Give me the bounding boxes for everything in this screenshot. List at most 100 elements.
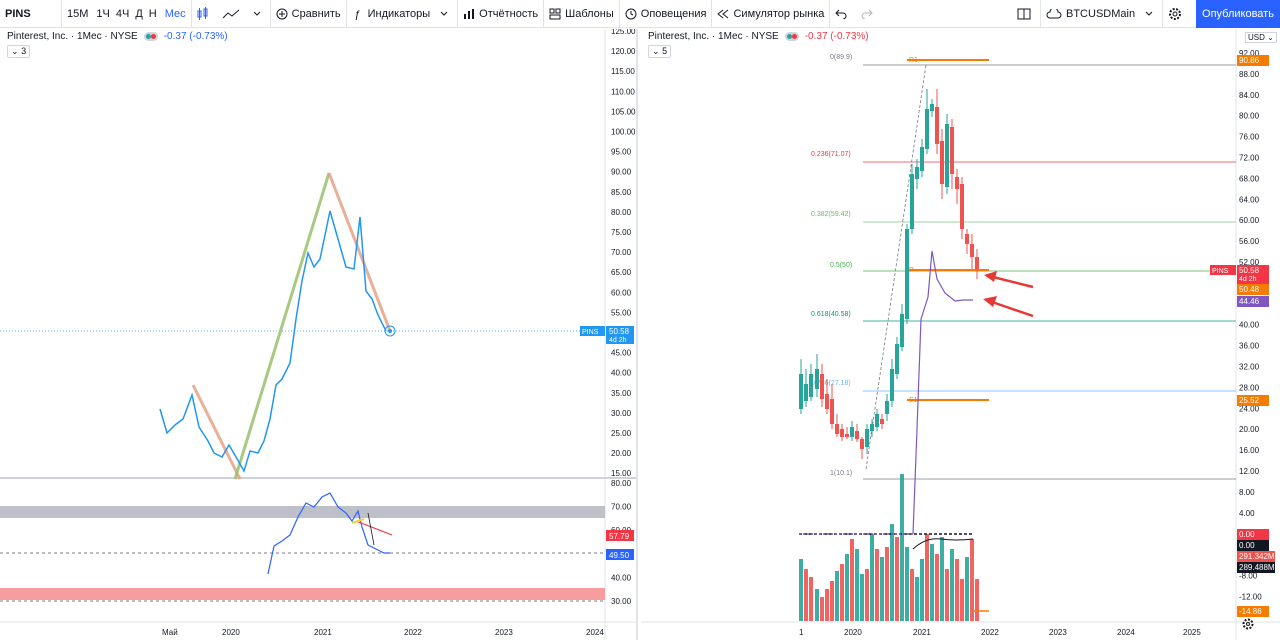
- volume-bar: [860, 574, 864, 621]
- time-tick-label: 2024: [586, 628, 604, 637]
- currency-selector[interactable]: USD ⌄: [1245, 32, 1277, 43]
- fib-label-0618: 0.618(40.58): [811, 311, 851, 318]
- indicator-count-badge[interactable]: ⌄ 5: [648, 45, 672, 58]
- price-tick-label: 90.00: [611, 168, 632, 177]
- fib-label-0: 0(89.9): [830, 54, 852, 61]
- volume-ma-label: [1237, 562, 1275, 573]
- compare-label: Сравнить: [291, 7, 341, 20]
- volume-bar: [910, 569, 914, 621]
- candle-body: [799, 374, 803, 409]
- price-tick-label: 100.00: [611, 128, 636, 137]
- candle-body: [955, 177, 959, 189]
- crosshair-marker[interactable]: [384, 325, 396, 337]
- chevron-down-icon: ⌄: [11, 46, 19, 56]
- currency-label: USD: [1248, 33, 1265, 42]
- candle-body: [855, 431, 859, 439]
- redo-icon[interactable]: [856, 0, 882, 28]
- oversold-band: [0, 588, 605, 600]
- price-tick-label: 76.00: [1239, 133, 1260, 142]
- chevron-down-icon[interactable]: [248, 0, 271, 28]
- ma-price-label: [1237, 296, 1269, 307]
- right-chart-svg[interactable]: 92.00 88.00 84.00 80.00 76.00 72.00 68.00 64.00…: [641, 29, 1280, 640]
- right-chart-panel[interactable]: 92.00 88.00 84.00 80.00 76.00 72.00 68.00 64.00…: [641, 29, 1280, 640]
- publish-button[interactable]: Опубликовать: [1196, 0, 1280, 28]
- fib-label-0236: 0.236(71.07): [811, 151, 851, 158]
- price-tick-label: 20.00: [1239, 425, 1260, 434]
- volume-bar: [865, 569, 869, 621]
- price-tick-label: 55.00: [611, 308, 632, 317]
- fib-label-0382: 0.382(59.42): [811, 211, 851, 218]
- trend-line[interactable]: [233, 172, 331, 480]
- interval-4h[interactable]: 4Ч: [115, 7, 130, 20]
- price-tick-label: 110.00: [611, 87, 635, 96]
- trend-line[interactable]: [327, 172, 392, 332]
- candle-body: [835, 424, 839, 434]
- reports-button[interactable]: Отчётность: [458, 0, 545, 28]
- osc-tick-label: 70.00: [611, 503, 632, 512]
- templates-button[interactable]: Шаблоны: [544, 0, 620, 28]
- candle-body: [804, 384, 808, 401]
- layout-icon[interactable]: [1012, 0, 1041, 28]
- volume-bar: [930, 544, 934, 621]
- svg-text:ƒ: ƒ: [354, 9, 360, 20]
- price-tick-label: 8.00: [1239, 488, 1255, 497]
- interval-15m[interactable]: 15M: [67, 7, 89, 20]
- price-tick-label: 72.00: [1239, 154, 1260, 163]
- osc-label-1-text: 57.79: [609, 532, 630, 541]
- candles-icon[interactable]: [192, 0, 218, 28]
- interval-w[interactable]: Н: [148, 7, 157, 20]
- candle-body: [875, 414, 879, 427]
- eye-icon[interactable]: [784, 32, 799, 41]
- indicators-button[interactable]: ƒ Индикаторы: [347, 0, 436, 28]
- candle-body: [945, 124, 949, 187]
- line-chart-icon[interactable]: [218, 0, 248, 28]
- osc-label-1: [606, 530, 634, 541]
- r1-price-label: [1237, 55, 1269, 66]
- symbol-search[interactable]: PINS: [0, 0, 62, 28]
- candle-body: [905, 229, 909, 319]
- interval-1h[interactable]: 1Ч: [96, 7, 110, 20]
- compare-button[interactable]: Сравнить: [271, 0, 347, 28]
- r1-price-value: 90.86: [1239, 56, 1260, 65]
- candle-body: [870, 424, 874, 431]
- volume-bar: [950, 549, 954, 621]
- candle-body: [970, 244, 974, 257]
- left-chart-panel[interactable]: 125.00 120.00 115.00 110.00 105.00 100.00 95.0…: [0, 29, 638, 640]
- fib-label-0786: 0.786(27.18): [811, 380, 851, 387]
- price-tick-label: 80.00: [611, 208, 632, 217]
- last-price-time: 4d 2h: [609, 337, 627, 344]
- price-tick-label: 16.00: [1239, 446, 1260, 455]
- undo-icon[interactable]: [830, 0, 856, 28]
- cloud-icon[interactable]: BTCUSDMain: [1041, 0, 1140, 28]
- chevron-down-icon[interactable]: [1140, 0, 1164, 28]
- price-tick-label: 56.00: [1239, 237, 1260, 246]
- price-tick-label: 95.00: [611, 148, 632, 157]
- chevron-down-icon[interactable]: [435, 0, 459, 28]
- left-legend[interactable]: Pinterest, Inc. · 1Мес · NYSE -0.37 (-0.…: [7, 31, 228, 42]
- gear-icon[interactable]: [1163, 0, 1191, 28]
- price-tick-label: 92.00: [1239, 49, 1260, 58]
- zero-label-text: 0.00: [1239, 530, 1255, 539]
- right-legend[interactable]: Pinterest, Inc. · 1Мес · NYSE -0.37 (-0.…: [648, 31, 869, 42]
- replay-button[interactable]: Симулятор рынка: [712, 0, 831, 28]
- gear-icon[interactable]: [1242, 618, 1254, 630]
- time-tick-label: 2024: [1117, 628, 1135, 637]
- time-tick-label: 2021: [314, 628, 332, 637]
- osc-trend-line[interactable]: [355, 520, 393, 536]
- eye-icon[interactable]: [143, 32, 158, 41]
- interval-d[interactable]: Д: [135, 7, 143, 20]
- arrow-annotation[interactable]: [984, 271, 1034, 289]
- last-price-time: 4d 2h: [1239, 276, 1257, 283]
- legend-title: Pinterest, Inc. · 1Мес · NYSE: [648, 31, 779, 42]
- time-tick-label: 2020: [222, 628, 240, 637]
- indicator-count-badge[interactable]: ⌄ 3: [7, 45, 31, 58]
- arrow-annotation[interactable]: [983, 296, 1034, 318]
- left-chart-svg[interactable]: 125.00 120.00 115.00 110.00 105.00 100.00 95.0…: [0, 29, 638, 640]
- time-tick-label: 2023: [1049, 628, 1067, 637]
- trend-line[interactable]: [191, 384, 242, 480]
- alerts-button[interactable]: Оповещения: [620, 0, 713, 28]
- interval-m[interactable]: Мес: [160, 0, 192, 28]
- price-tick-label: 70.00: [611, 248, 632, 257]
- volume-bar: [940, 537, 944, 621]
- price-tick-label: 105.00: [611, 107, 636, 116]
